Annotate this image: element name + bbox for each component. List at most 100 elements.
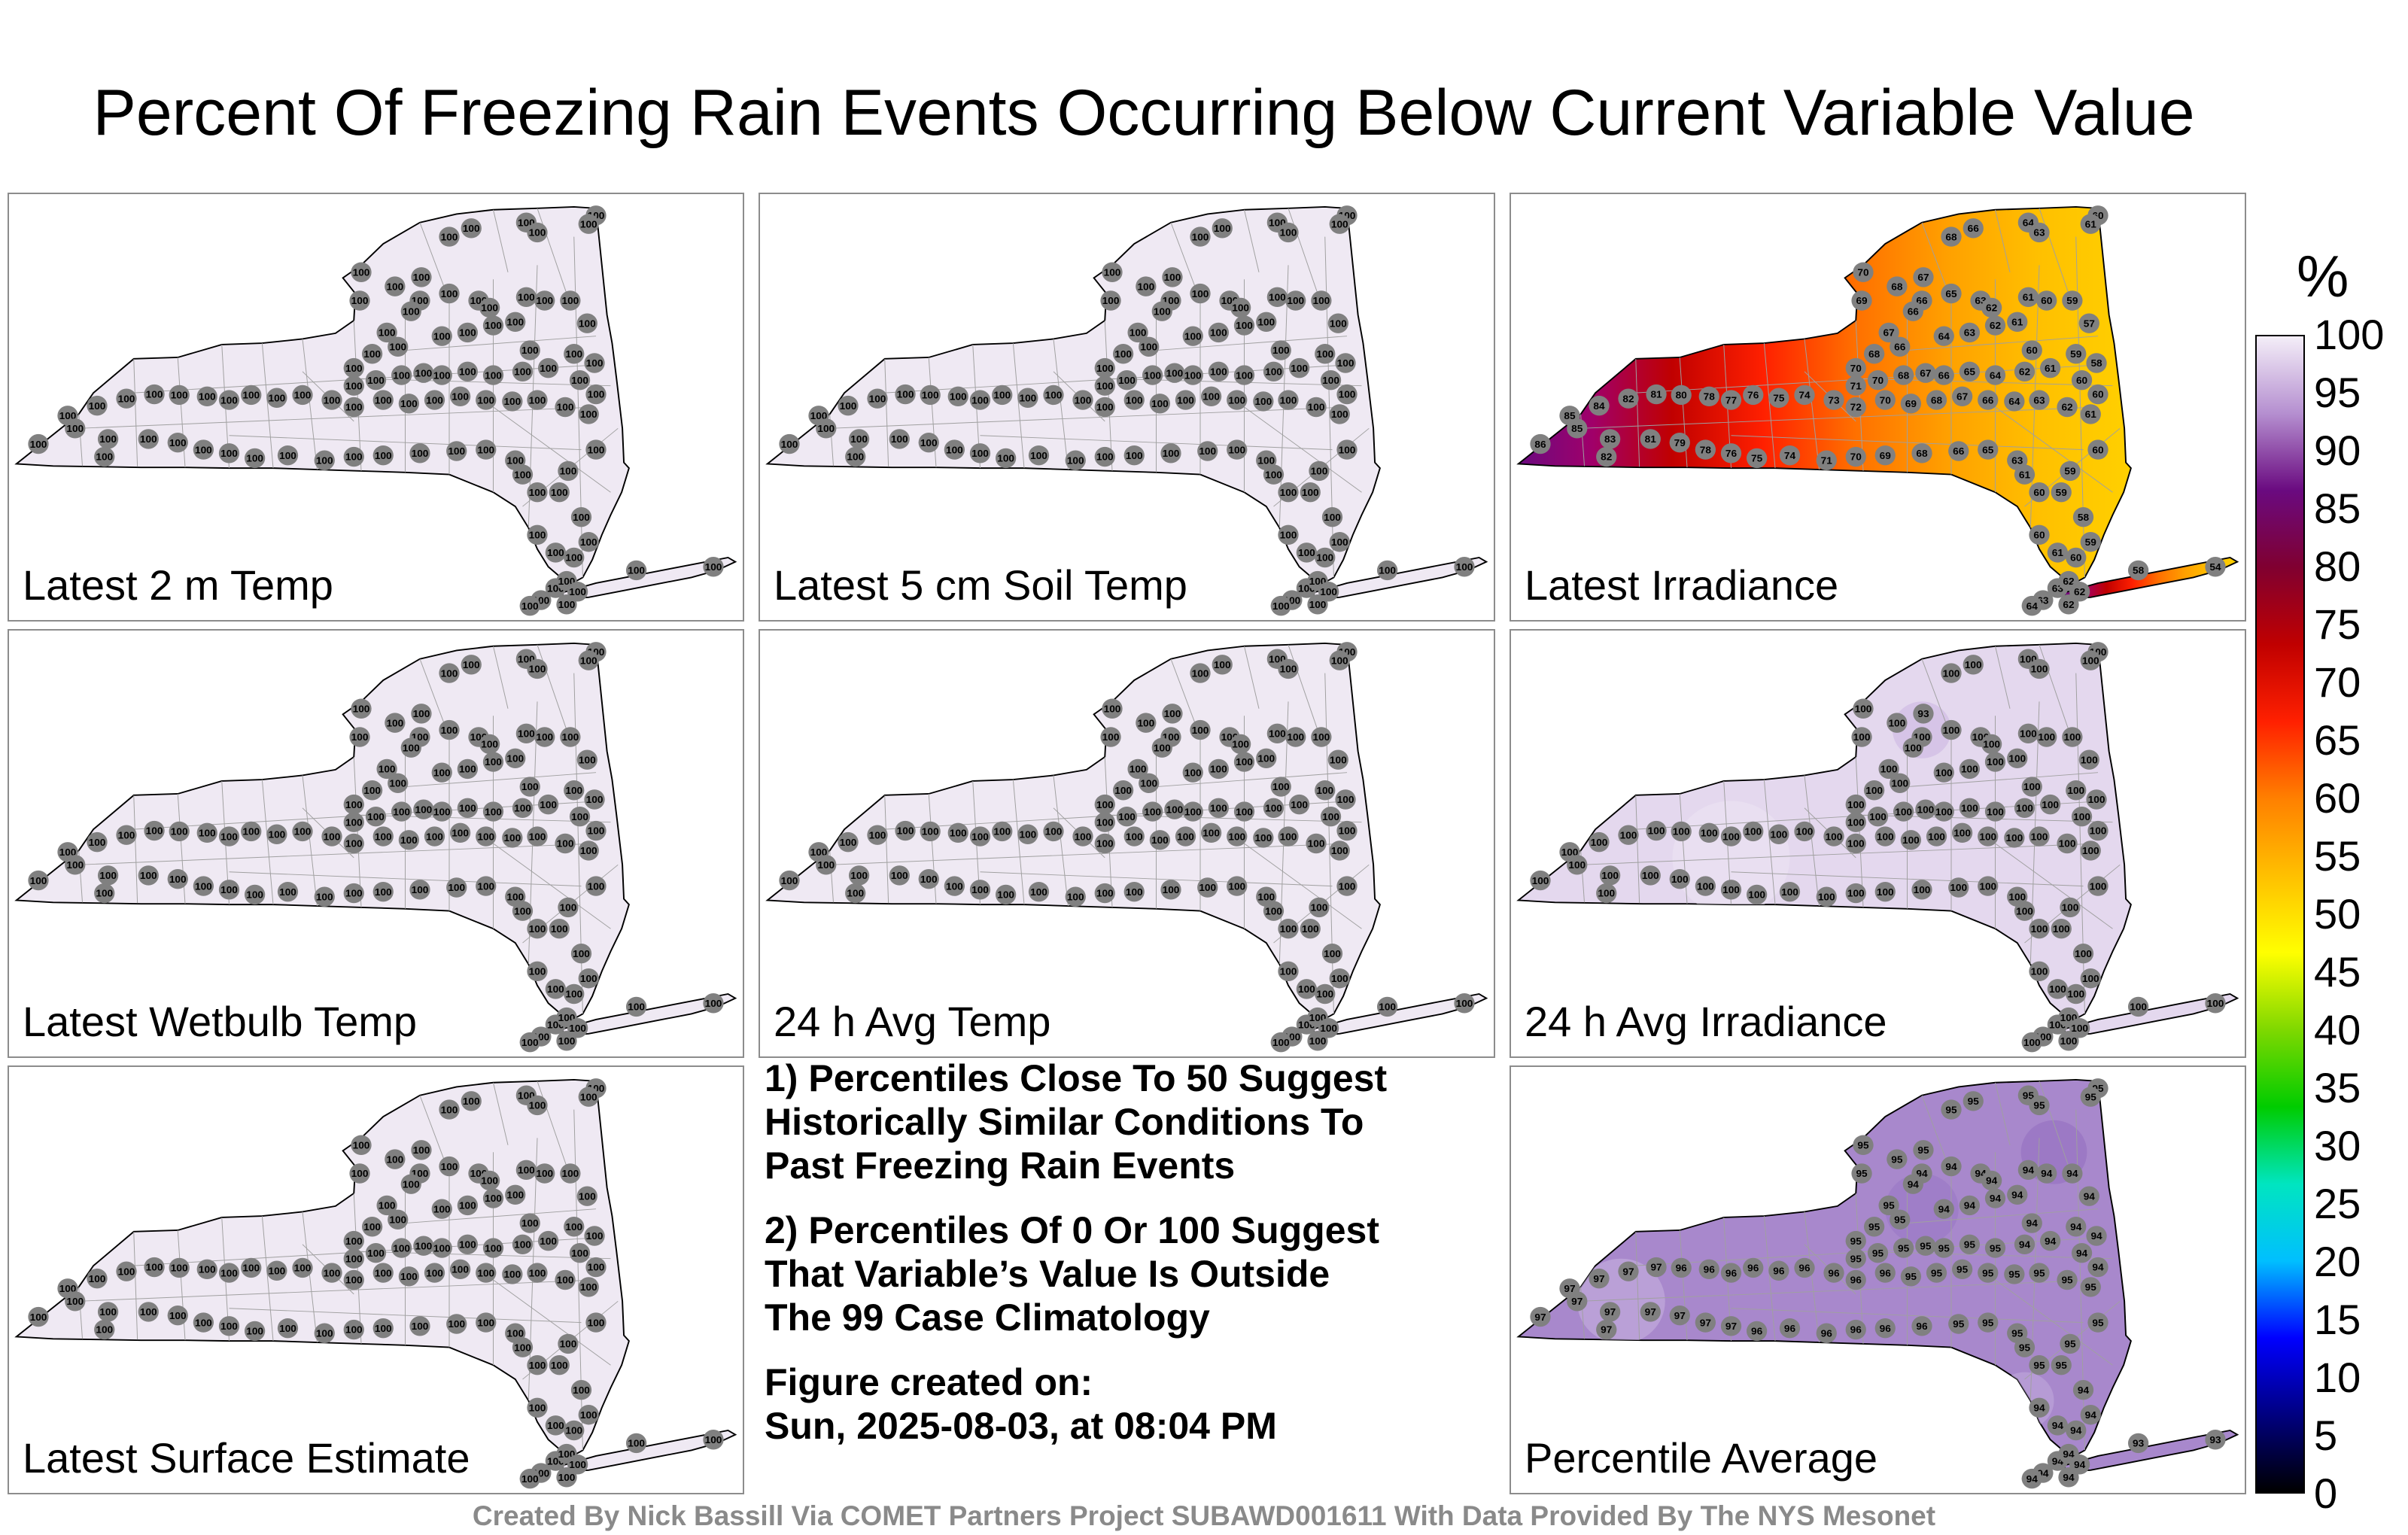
station-dot: [2029, 1354, 2050, 1375]
station-marker: 100: [502, 1264, 523, 1284]
station-marker: 100: [1454, 993, 1475, 1014]
station-dot: [992, 385, 1013, 406]
station-value: 100: [367, 375, 385, 386]
station-value: 100: [551, 487, 568, 498]
station-dot: [1589, 831, 1610, 853]
station-marker: 65: [1978, 439, 1999, 460]
station-value: 60: [2033, 530, 2045, 541]
station-marker: 100: [1329, 532, 1350, 552]
station-value: 100: [1236, 756, 1253, 768]
station-marker: 100: [537, 1230, 559, 1251]
station-value: 100: [413, 1144, 430, 1156]
station-dot: [2086, 1226, 2107, 1246]
station-value: 100: [1228, 831, 1245, 842]
station-marker: 100: [1336, 876, 1358, 896]
station-dot: [1306, 397, 1327, 418]
station-dot: [449, 386, 471, 407]
station-dot: [2087, 384, 2109, 405]
station-value: 68: [1868, 348, 1880, 360]
station-dot: [1720, 443, 1742, 464]
station-dot: [2029, 1263, 2050, 1283]
station-dot: [1530, 433, 1551, 454]
station-value: 100: [448, 882, 465, 893]
station-dot: [2066, 344, 2087, 364]
station-marker: 100: [969, 390, 991, 410]
station-marker: 74: [1779, 445, 1801, 466]
station-marker: 100: [625, 996, 647, 1017]
station-value: 100: [324, 831, 341, 842]
station-dot: [1874, 1318, 1896, 1339]
station-value: 100: [1869, 811, 1887, 822]
station-value: 95: [2008, 1269, 2020, 1280]
station-value: 100: [1935, 768, 1953, 779]
station-value: 100: [897, 389, 914, 400]
station-value: 61: [2085, 409, 2097, 420]
station-marker: 100: [895, 820, 916, 841]
station-value: 100: [1096, 381, 1114, 392]
station-dot: [1072, 390, 1093, 410]
station-dot: [2078, 749, 2099, 770]
station-value: 95: [1894, 1214, 1906, 1226]
station-value: 67: [1920, 368, 1931, 379]
station-dot: [241, 821, 262, 842]
county-line: [493, 843, 611, 929]
station-marker: 84: [1589, 395, 1610, 416]
station-marker: 70: [1867, 369, 1889, 391]
station-marker: 100: [838, 395, 859, 416]
station-value: 94: [1986, 1175, 1998, 1187]
station-dot: [1845, 446, 1866, 467]
station-value: 100: [1118, 811, 1136, 822]
station-value: 100: [242, 1263, 260, 1274]
station-value: 100: [415, 368, 432, 379]
station-dot: [2086, 789, 2107, 810]
station-value: 100: [628, 565, 645, 576]
station-dot: [1190, 663, 1211, 683]
station-marker: 100: [1094, 812, 1115, 832]
station-dot: [1182, 326, 1203, 346]
station-dot: [584, 789, 605, 810]
station-value: 95: [2033, 1360, 2045, 1371]
station-value: 60: [2041, 295, 2052, 306]
station-marker: 100: [365, 806, 387, 827]
station-dot: [2072, 507, 2094, 527]
station-marker: 100: [277, 445, 299, 466]
station-dot: [947, 386, 968, 407]
station-marker: 100: [1376, 560, 1398, 581]
panel-label: Percentile Average: [1525, 1434, 1878, 1482]
station-marker: 100: [1878, 758, 1899, 780]
station-value: 100: [1847, 838, 1865, 850]
station-dot: [1911, 1316, 1932, 1336]
station-value: 100: [1601, 870, 1619, 881]
station-value: 100: [1298, 983, 1315, 995]
station-marker: 77: [1720, 390, 1742, 410]
station-value: 100: [2082, 973, 2099, 984]
station-value: 100: [294, 1263, 312, 1274]
station-marker: 95: [1984, 1238, 2006, 1258]
station-dot: [1530, 1306, 1551, 1327]
station-marker: 100: [1845, 794, 1866, 815]
station-value: 100: [1331, 219, 1348, 230]
station-value: 100: [30, 439, 47, 450]
station-dot: [1072, 826, 1093, 847]
station-marker: 100: [992, 821, 1013, 842]
station-value: 62: [2074, 586, 2085, 597]
station-dot: [1948, 1314, 1969, 1334]
station-dot: [372, 1263, 394, 1283]
station-value: 100: [506, 317, 524, 328]
station-value: 100: [561, 295, 579, 306]
station-value: 74: [1784, 450, 1796, 461]
station-dot: [87, 1268, 108, 1289]
station-marker: 93: [1913, 704, 1934, 724]
station-value: 100: [441, 1105, 458, 1116]
station-value: 100: [850, 870, 868, 881]
station-dot: [1845, 397, 1866, 418]
station-marker: 100: [244, 448, 266, 469]
station-value: 100: [375, 886, 392, 898]
station-marker: 100: [457, 1195, 479, 1216]
station-value: 100: [1983, 739, 2000, 750]
station-dot: [558, 897, 579, 918]
station-dot: [1845, 375, 1866, 396]
station-dot: [1197, 877, 1218, 898]
station-marker: 100: [1139, 773, 1160, 794]
station-marker: 100: [343, 833, 364, 854]
